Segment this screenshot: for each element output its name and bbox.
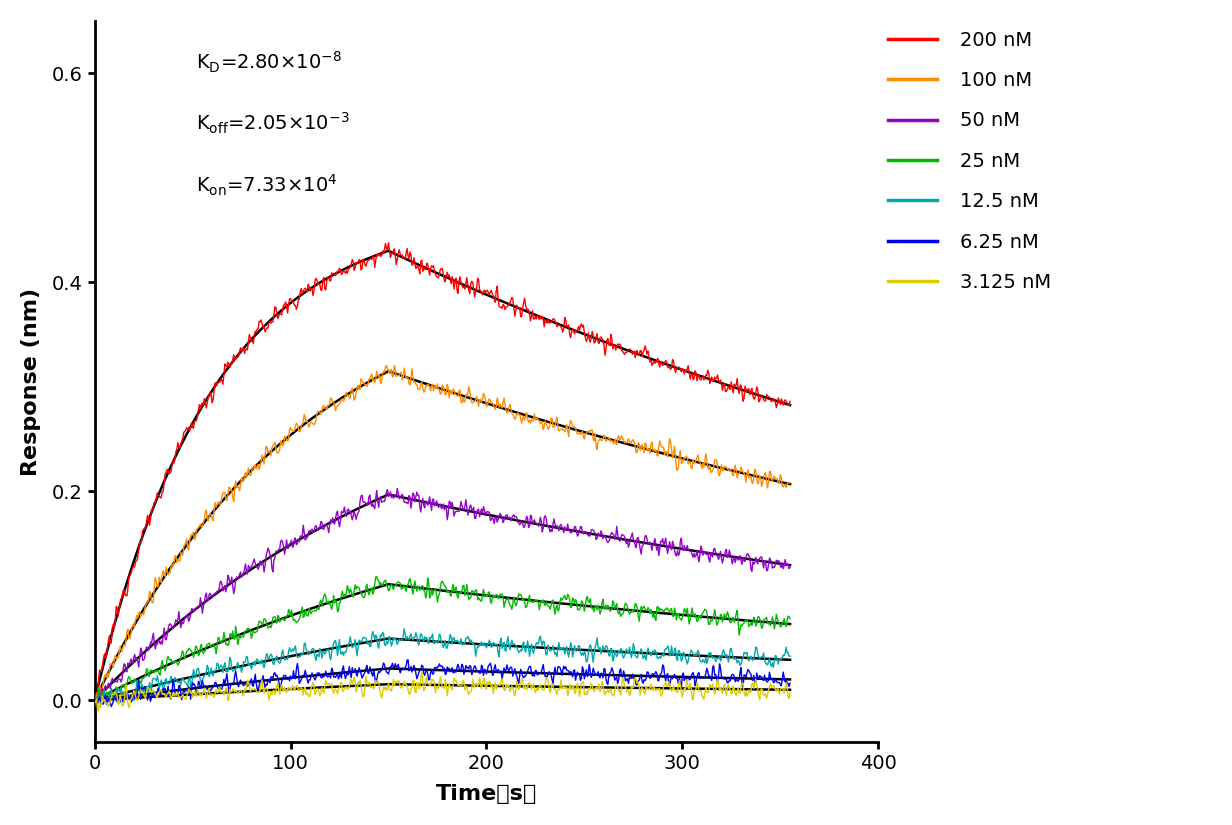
- Text: $\mathregular{K_{on}}$=7.33×10$\mathregular{^4}$: $\mathregular{K_{on}}$=7.33×10$\mathregu…: [196, 172, 338, 197]
- Y-axis label: Response (nm): Response (nm): [21, 287, 41, 475]
- Legend: 200 nM, 100 nM, 50 nM, 25 nM, 12.5 nM, 6.25 nM, 3.125 nM: 200 nM, 100 nM, 50 nM, 25 nM, 12.5 nM, 6…: [888, 31, 1051, 292]
- X-axis label: Time（s）: Time（s）: [436, 785, 537, 804]
- Text: $\mathregular{K_D}$=2.80×10$\mathregular{^{-8}}$: $\mathregular{K_D}$=2.80×10$\mathregular…: [196, 50, 342, 75]
- Text: $\mathregular{K_{off}}$=2.05×10$\mathregular{^{-3}}$: $\mathregular{K_{off}}$=2.05×10$\mathreg…: [196, 111, 350, 136]
